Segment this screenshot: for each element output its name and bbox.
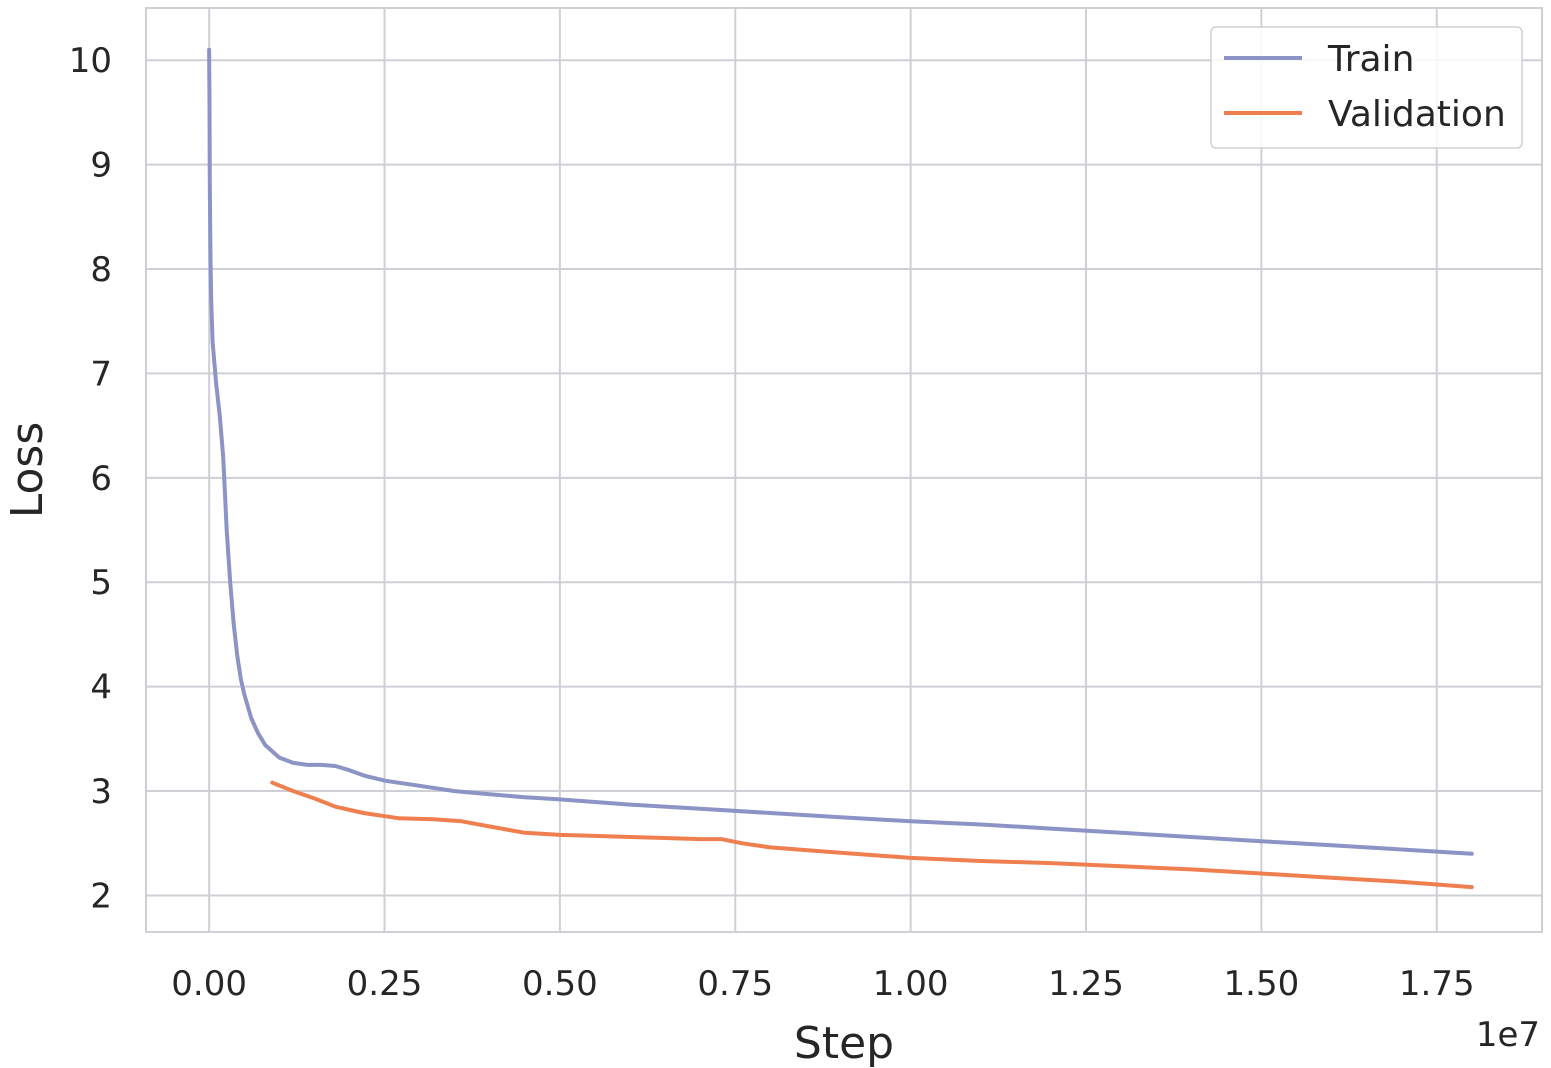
y-tick-label: 10 (69, 41, 112, 81)
y-tick-label: 4 (90, 668, 112, 708)
x-axis-label: Step (794, 1018, 894, 1068)
grid (146, 8, 1542, 932)
y-tick-label: 9 (90, 146, 112, 186)
y-tick-label: 2 (90, 876, 112, 916)
x-tick-label: 0.00 (171, 964, 247, 1004)
legend: Train Validation (1210, 26, 1523, 149)
x-tick-labels: 0.00 0.25 0.50 0.75 1.00 1.25 1.50 1.75 (171, 964, 1474, 1004)
x-tick-label: 0.75 (697, 964, 773, 1004)
x-tick-label: 1.50 (1224, 964, 1300, 1004)
x-axis-offset-label: 1e7 (1476, 1015, 1540, 1055)
x-tick-label: 0.50 (522, 964, 598, 1004)
legend-label-validation: Validation (1328, 94, 1506, 135)
x-tick-label: 1.25 (1048, 964, 1124, 1004)
y-tick-label: 3 (90, 772, 112, 812)
series-layer (207, 47, 1474, 890)
plot-frame (145, 7, 1543, 933)
y-tick-labels: 2 3 4 5 6 7 8 9 10 (69, 41, 112, 916)
y-tick-label: 7 (90, 354, 112, 394)
x-tick-label: 1.00 (873, 964, 949, 1004)
legend-label-train: Train (1327, 39, 1414, 80)
series-line-train (207, 47, 1474, 856)
y-tick-label: 6 (90, 459, 112, 499)
y-axis-label: Loss (2, 422, 53, 519)
x-tick-label: 1.75 (1399, 964, 1475, 1004)
series-line-validation (270, 780, 1474, 890)
y-tick-label: 8 (90, 250, 112, 290)
y-tick-label: 5 (90, 563, 112, 603)
x-tick-label: 0.25 (347, 964, 423, 1004)
